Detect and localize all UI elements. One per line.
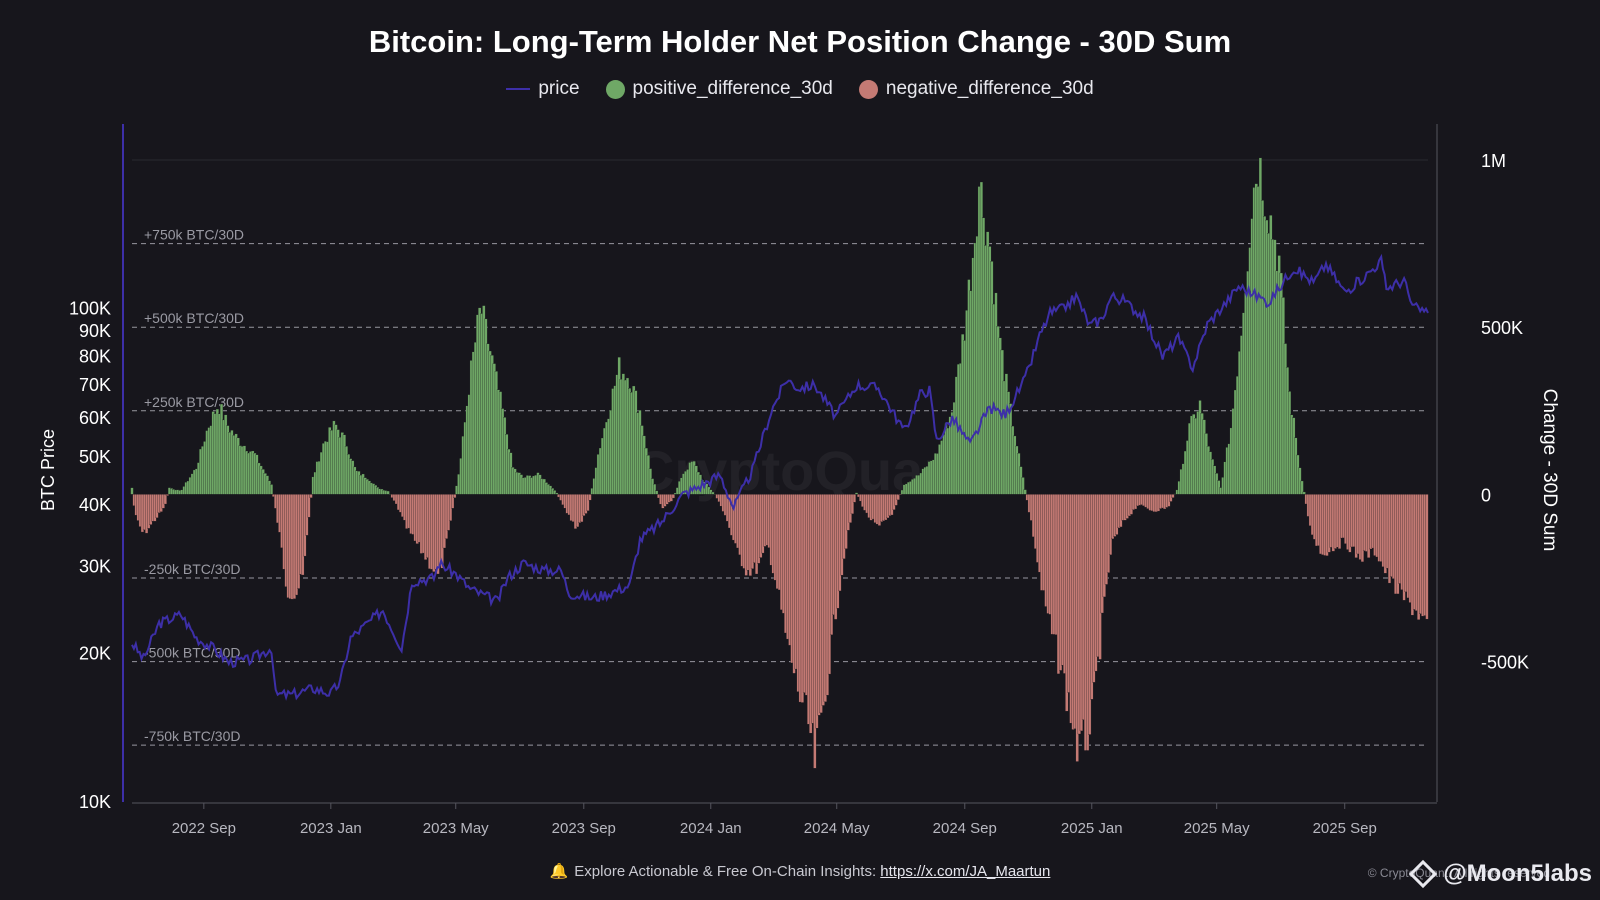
reference-line-label: -500k BTC/30D <box>144 645 240 661</box>
x-tick-label: 2023 May <box>423 820 489 837</box>
legend-item-negative[interactable]: negative_difference_30d <box>858 78 1094 100</box>
positive-bar <box>1021 477 1025 495</box>
x-tick-label: 2024 Sep <box>933 820 997 837</box>
negative-bar <box>451 494 455 509</box>
reference-line-label: +500k BTC/30D <box>144 310 244 326</box>
negative-bar <box>671 494 675 499</box>
legend-label-positive: positive_difference_30d <box>632 78 833 99</box>
reference-line-label: +750k BTC/30D <box>144 227 244 243</box>
left-tick-label: 100K <box>69 299 111 319</box>
positive-bar <box>655 490 659 495</box>
legend-swatch-positive <box>605 79 625 99</box>
x-tick-label: 2023 Jan <box>300 820 362 837</box>
footer-link[interactable]: https://x.com/JA_Maartun <box>880 863 1051 880</box>
brand: @Moon5labs <box>1409 859 1592 889</box>
reference-line-label: +250k BTC/30D <box>144 394 244 410</box>
negative-bar <box>163 494 167 505</box>
right-tick-label: 0 <box>1481 485 1491 505</box>
left-tick-label: 30K <box>79 557 111 577</box>
positive-bar <box>854 492 859 495</box>
positive-bar <box>1302 491 1306 495</box>
left-tick-label: 70K <box>79 375 111 395</box>
x-tick-label: 2023 Sep <box>552 820 616 837</box>
legend-label-price: price <box>538 78 580 99</box>
negative-bar <box>165 494 169 496</box>
negative-bar <box>307 494 311 518</box>
x-tick-label: 2025 Jan <box>1061 820 1123 837</box>
negative-bar <box>586 494 590 511</box>
positive-bar <box>1300 480 1304 495</box>
x-tick-label: 2024 May <box>804 820 870 837</box>
price-series <box>131 253 1429 701</box>
legend-item-price[interactable]: price <box>506 78 580 100</box>
negative-bar <box>1171 494 1175 498</box>
left-tick-label: 20K <box>79 643 111 663</box>
right-tick-label: 500K <box>1481 318 1523 338</box>
negative-bar <box>898 494 902 496</box>
legend-item-positive[interactable]: positive_difference_30d <box>605 78 833 100</box>
negative-bar <box>588 494 592 501</box>
copyright: © CryptoQuant. All rights reserved <box>1367 866 1550 880</box>
reference-line-label: -750k BTC/30D <box>144 728 240 744</box>
positive-bar <box>553 490 557 495</box>
right-axis-title: Change - 30D Sum <box>1539 389 1560 552</box>
positive-bar <box>555 492 559 495</box>
footer-text: Explore Actionable & Free On-Chain Insig… <box>574 863 877 880</box>
negative-bar <box>896 494 900 501</box>
left-tick-label: 80K <box>79 346 111 366</box>
legend-swatch-price <box>506 88 531 90</box>
negative-bar <box>453 494 457 498</box>
bell-icon: 🔔 <box>549 863 569 880</box>
footer-note: 🔔 Explore Actionable & Free On-Chain Insi… <box>0 862 1600 880</box>
reference-line-label: -250k BTC/30D <box>144 561 240 577</box>
positive-bar <box>386 490 390 495</box>
x-tick-label: 2025 May <box>1184 820 1250 837</box>
price-line <box>131 253 1429 701</box>
right-tick-label: -500K <box>1481 653 1529 673</box>
left-tick-label: 40K <box>79 495 111 515</box>
left-axis-title: BTC Price <box>38 429 58 511</box>
negative-bar <box>1169 494 1173 502</box>
chart-title: Bitcoin: Long-Term Holder Net Position C… <box>368 24 1232 59</box>
negative-bar <box>1425 494 1429 620</box>
negative-bar <box>309 494 313 498</box>
legend: price positive_difference_30d negative_d… <box>0 78 1600 100</box>
positive-bar <box>1023 489 1027 495</box>
right-tick-label: 1M <box>1481 151 1506 171</box>
x-tick-label: 2024 Jan <box>680 820 742 837</box>
positive-bar <box>653 483 657 495</box>
left-tick-label: 60K <box>79 408 111 428</box>
negative-bar <box>850 494 854 515</box>
brand-handle: @Moon5labs <box>1443 860 1592 887</box>
legend-label-negative: negative_difference_30d <box>885 78 1094 99</box>
left-tick-label: 10K <box>79 792 111 812</box>
positive-bar <box>711 491 715 495</box>
x-tick-label: 2025 Sep <box>1313 820 1377 837</box>
left-tick-label: 50K <box>79 447 111 467</box>
negative-bar <box>852 494 856 503</box>
left-tick-label: 90K <box>79 321 111 341</box>
reference-lines: +750k BTC/30D +500k BTC/30D +250k BTC/30D -… <box>132 159 1428 746</box>
diamond-logo-icon <box>1409 859 1438 889</box>
legend-swatch-negative <box>858 79 878 99</box>
positive-bar <box>269 484 274 495</box>
x-tick-label: 2022 Sep <box>172 820 236 837</box>
positive-bar <box>130 487 134 495</box>
